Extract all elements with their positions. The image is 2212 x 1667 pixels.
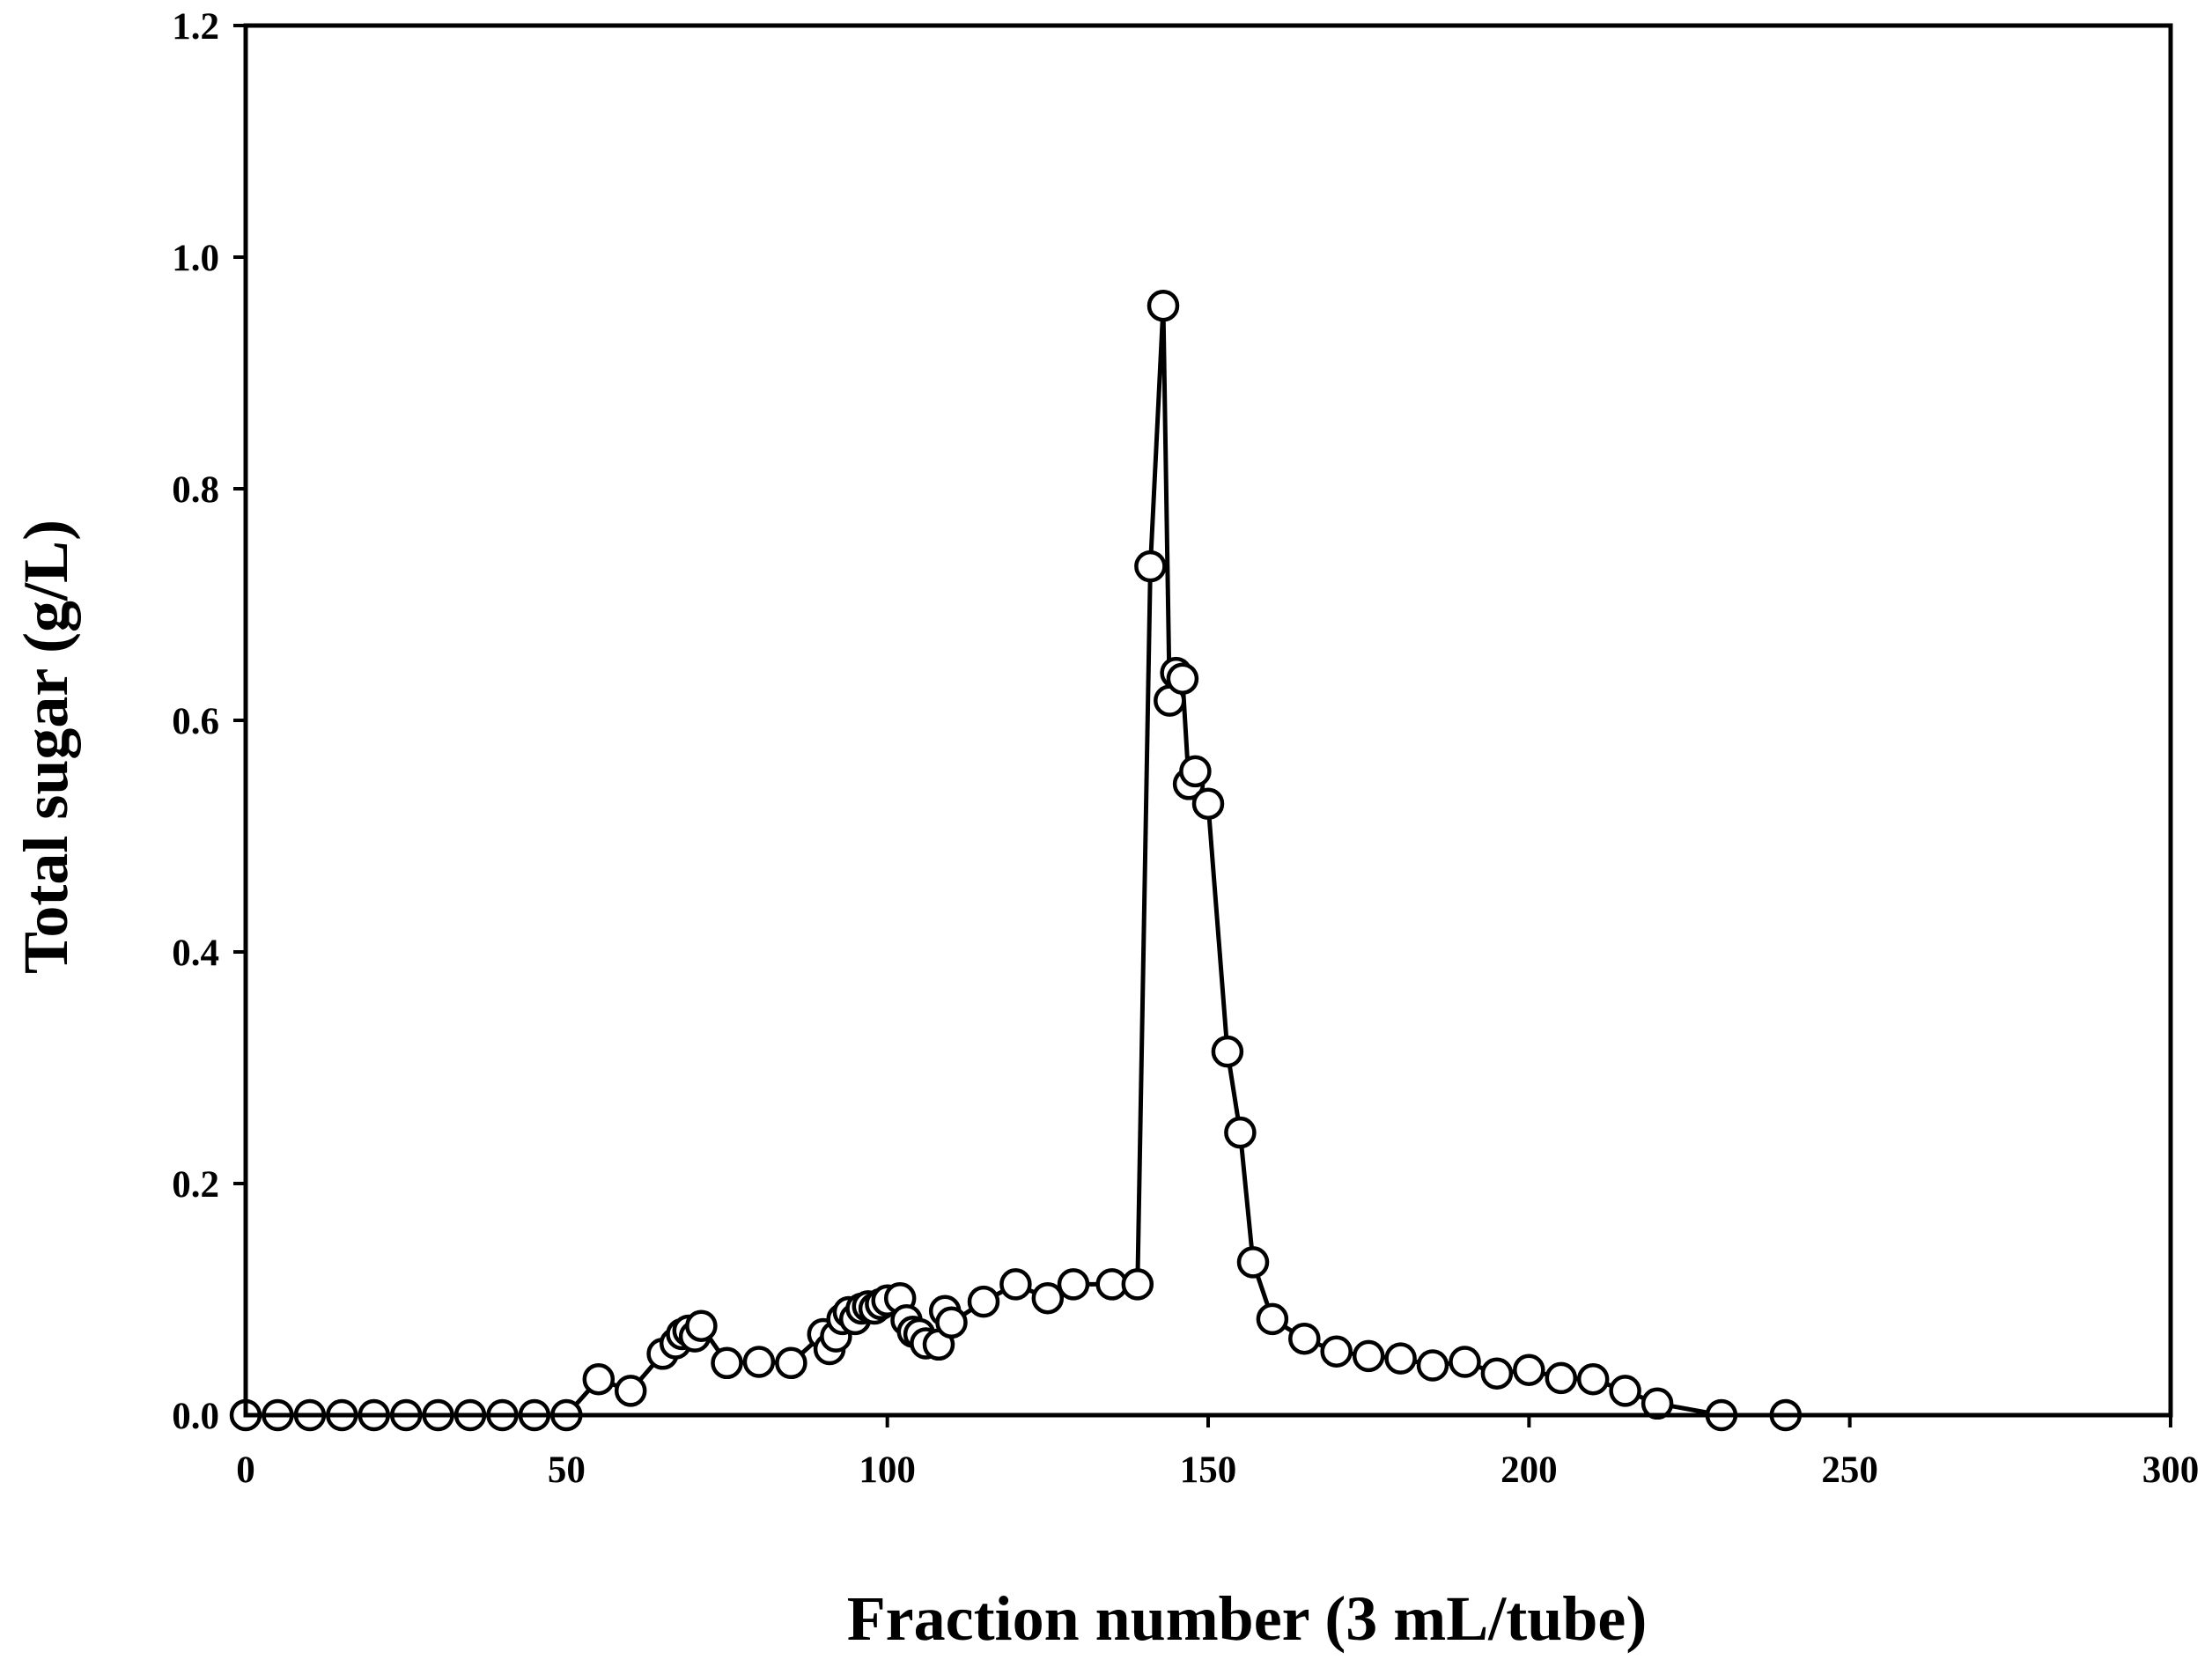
data-point — [1480, 1357, 1514, 1390]
data-point — [711, 1346, 743, 1380]
data-point — [1352, 1339, 1385, 1373]
data-point — [1320, 1335, 1353, 1368]
x-axis-title: Fraction number (3 mL/tube) — [847, 1583, 1648, 1654]
data-point — [1288, 1322, 1321, 1355]
data-point — [1641, 1387, 1674, 1420]
data-point — [1576, 1362, 1610, 1396]
plot-frame — [243, 23, 2173, 1418]
data-markers — [229, 289, 1803, 1432]
data-point — [1211, 1035, 1244, 1068]
data-point — [1134, 550, 1167, 583]
x-tick-label: 50 — [548, 1449, 586, 1491]
series-layer — [229, 289, 1803, 1432]
data-point — [1384, 1342, 1417, 1375]
y-tick-label: 0.2 — [172, 1164, 219, 1206]
data-point — [742, 1346, 776, 1378]
data-point — [1057, 1268, 1090, 1301]
x-tick-label: 0 — [236, 1449, 255, 1491]
data-point — [1416, 1349, 1449, 1382]
data-point — [1545, 1361, 1578, 1395]
data-point — [1166, 662, 1199, 695]
data-point — [935, 1306, 968, 1339]
x-tick-label: 200 — [1500, 1449, 1558, 1491]
data-point — [1513, 1354, 1545, 1386]
data-point — [1236, 1246, 1270, 1279]
x-tick-label: 150 — [1180, 1449, 1237, 1491]
data-point — [1224, 1116, 1257, 1149]
data-point — [614, 1375, 647, 1407]
data-point — [1179, 755, 1212, 788]
y-axis-title: Total sugar (g/L) — [11, 520, 81, 974]
data-point — [1147, 289, 1180, 322]
series-line — [246, 303, 1786, 1418]
y-tick-label: 0.4 — [172, 933, 219, 974]
x-tick-label: 250 — [1821, 1449, 1878, 1491]
data-point — [775, 1346, 807, 1380]
y-tick-label: 0.0 — [172, 1396, 219, 1437]
data-point — [582, 1362, 616, 1396]
data-point — [1191, 787, 1225, 820]
y-tick-label: 1.0 — [172, 238, 219, 279]
data-point — [1031, 1281, 1065, 1315]
y-tick-label: 0.6 — [172, 701, 219, 742]
y-tick-label: 0.8 — [172, 469, 219, 511]
x-tick-label: 300 — [2142, 1449, 2200, 1491]
data-point — [999, 1268, 1032, 1301]
data-point — [1609, 1375, 1641, 1407]
data-point — [1121, 1268, 1154, 1301]
y-tick-label: 1.2 — [172, 6, 219, 48]
data-point — [967, 1285, 1000, 1318]
data-point — [1449, 1346, 1481, 1378]
data-point — [685, 1309, 718, 1342]
x-tick-label: 100 — [859, 1449, 916, 1491]
data-point — [1256, 1302, 1289, 1336]
